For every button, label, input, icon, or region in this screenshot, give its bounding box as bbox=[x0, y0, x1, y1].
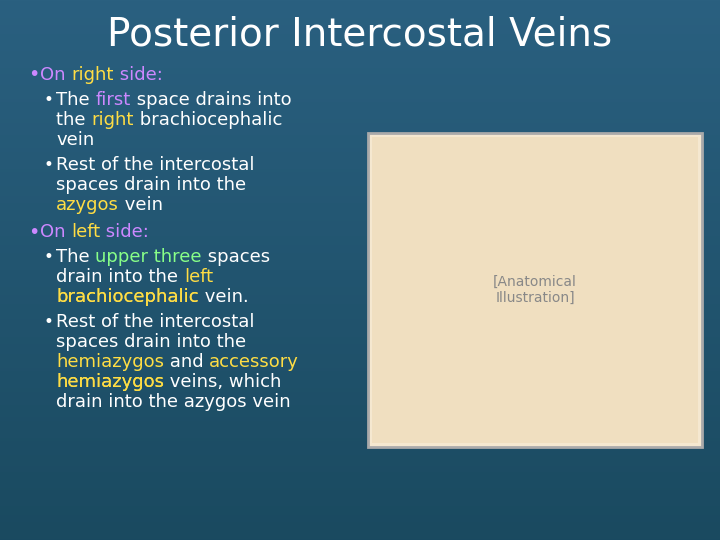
Text: side:: side: bbox=[100, 223, 149, 241]
Text: and: and bbox=[164, 353, 210, 371]
Text: brachiocephalic: brachiocephalic bbox=[134, 111, 282, 129]
Text: left: left bbox=[71, 223, 100, 241]
Text: •: • bbox=[44, 248, 54, 266]
Text: left: left bbox=[184, 268, 213, 286]
Text: •: • bbox=[44, 156, 54, 174]
Text: spaces drain into the: spaces drain into the bbox=[56, 176, 246, 194]
Text: The: The bbox=[56, 248, 95, 266]
Text: Rest of the intercostal: Rest of the intercostal bbox=[56, 156, 254, 174]
Text: side:: side: bbox=[114, 66, 163, 84]
Text: Posterior Intercostal Veins: Posterior Intercostal Veins bbox=[107, 16, 613, 54]
Text: upper three: upper three bbox=[95, 248, 202, 266]
Text: •: • bbox=[44, 313, 54, 331]
Text: hemiazygos: hemiazygos bbox=[56, 353, 164, 371]
Text: •: • bbox=[28, 65, 40, 84]
Text: accessory: accessory bbox=[210, 353, 300, 371]
Text: right: right bbox=[71, 66, 114, 84]
FancyBboxPatch shape bbox=[368, 133, 702, 447]
Text: hemiazygos: hemiazygos bbox=[56, 373, 164, 391]
Text: vein.: vein. bbox=[199, 288, 248, 306]
Text: hemiazygos: hemiazygos bbox=[56, 373, 164, 391]
Text: space drains into: space drains into bbox=[130, 91, 292, 109]
Text: •: • bbox=[44, 91, 54, 109]
Text: brachiocephalic: brachiocephalic bbox=[56, 288, 199, 306]
Text: spaces drain into the: spaces drain into the bbox=[56, 333, 246, 351]
Text: Rest of the intercostal: Rest of the intercostal bbox=[56, 313, 254, 331]
Bar bbox=[372, 137, 698, 443]
Text: spaces: spaces bbox=[202, 248, 270, 266]
Text: veins, which: veins, which bbox=[164, 373, 282, 391]
Text: right: right bbox=[91, 111, 134, 129]
Text: azygos: azygos bbox=[56, 196, 119, 214]
Text: vein: vein bbox=[119, 196, 163, 214]
Text: •: • bbox=[28, 222, 40, 241]
Text: the: the bbox=[56, 111, 91, 129]
Text: drain into the azygos vein: drain into the azygos vein bbox=[56, 393, 291, 411]
Text: first: first bbox=[95, 91, 130, 109]
Text: vein: vein bbox=[56, 131, 94, 149]
Text: On: On bbox=[40, 223, 71, 241]
Text: The: The bbox=[56, 91, 95, 109]
Text: [Anatomical
Illustration]: [Anatomical Illustration] bbox=[493, 275, 577, 305]
Text: On: On bbox=[40, 66, 71, 84]
Text: brachiocephalic: brachiocephalic bbox=[56, 288, 199, 306]
Text: drain into the: drain into the bbox=[56, 268, 184, 286]
